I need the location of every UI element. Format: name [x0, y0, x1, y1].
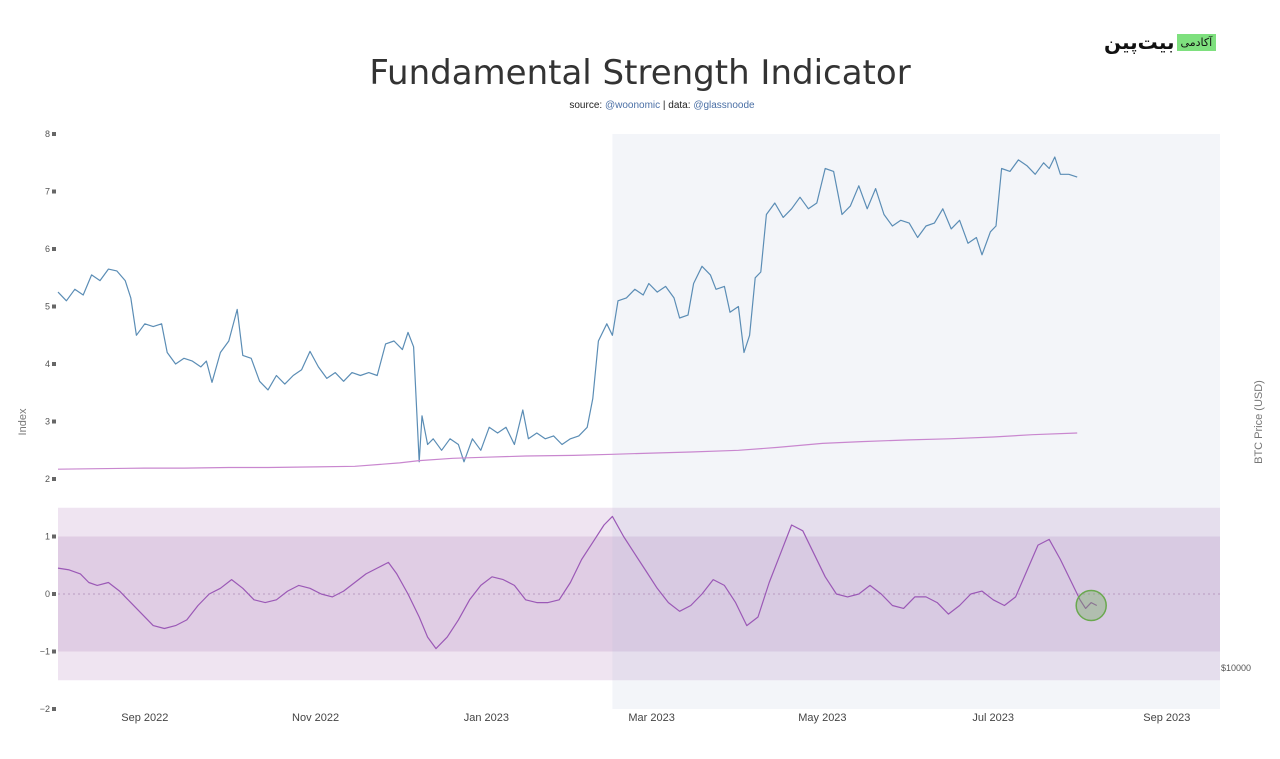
y-tick-mark	[52, 304, 56, 309]
y-tick-label: 6	[45, 244, 50, 254]
x-tick-labels: Sep 2022 Nov 2022 Jan 2023 Mar 2023 May 2023…	[121, 712, 1190, 724]
logo-badge: آکادمی	[1176, 33, 1217, 51]
chart-title: Fundamental Strength Indicator	[369, 53, 910, 93]
y-tick-mark	[52, 477, 56, 481]
subtitle-data-label: | data:	[660, 100, 693, 111]
y-tick-labels: 8 7 6 5 4 3 2 1 0 −1 −2	[40, 129, 56, 714]
plot-background	[58, 134, 1220, 709]
series-line-0	[57, 156, 1078, 463]
y-tick-label: 8	[45, 129, 50, 139]
y-tick-label: −1	[40, 647, 50, 657]
y-tick-mark	[52, 132, 56, 136]
y-tick-mark	[52, 592, 56, 596]
y-tick-mark	[52, 189, 56, 194]
x-tick-label: May 2023	[798, 712, 846, 724]
chart-subtitle: source: @woonomic | data: @glassnoode	[569, 100, 755, 111]
logo-word: بیت‌پین	[1104, 30, 1176, 54]
subtitle-source-label: source:	[569, 100, 605, 111]
y-tick-mark	[52, 534, 56, 539]
y-tick-mark	[52, 247, 56, 251]
subtitle-data-handle[interactable]: @glassnoode	[693, 100, 755, 111]
y-tick-label: 1	[45, 532, 50, 542]
y-tick-label: 4	[45, 359, 50, 369]
y-tick-label: 5	[45, 302, 50, 312]
series-layer	[57, 156, 1107, 650]
y-tick-label: −2	[40, 704, 50, 714]
y2-tick-label: $10000	[1221, 663, 1251, 673]
x-tick-label: Sep 2023	[1143, 712, 1190, 724]
x-tick-label: Jul 2023	[972, 712, 1014, 724]
y-tick-label: 2	[45, 474, 50, 484]
series-line-1	[57, 432, 1078, 470]
highlight-marker	[1075, 589, 1107, 622]
y-tick-label: 7	[45, 187, 50, 197]
y2-axis-label: BTC Price (USD)	[1253, 380, 1265, 464]
x-tick-label: Nov 2022	[292, 712, 339, 724]
y-tick-mark	[52, 419, 56, 424]
brand-logo: بیت‌پین آکادمی	[1104, 30, 1217, 54]
shaded-period	[612, 134, 1220, 709]
x-tick-label: Jan 2023	[464, 712, 509, 724]
y-tick-label: 3	[45, 417, 50, 427]
y-tick-mark	[52, 649, 56, 654]
x-tick-label: Mar 2023	[628, 712, 674, 724]
y-tick-label: 0	[45, 589, 50, 599]
y-tick-mark	[52, 707, 56, 711]
subtitle-source-handle[interactable]: @woonomic	[605, 100, 660, 111]
y-axis-label: Index	[17, 408, 29, 435]
x-tick-label: Sep 2022	[121, 712, 168, 724]
y-tick-mark	[52, 362, 56, 366]
series-line-2	[57, 515, 1098, 650]
